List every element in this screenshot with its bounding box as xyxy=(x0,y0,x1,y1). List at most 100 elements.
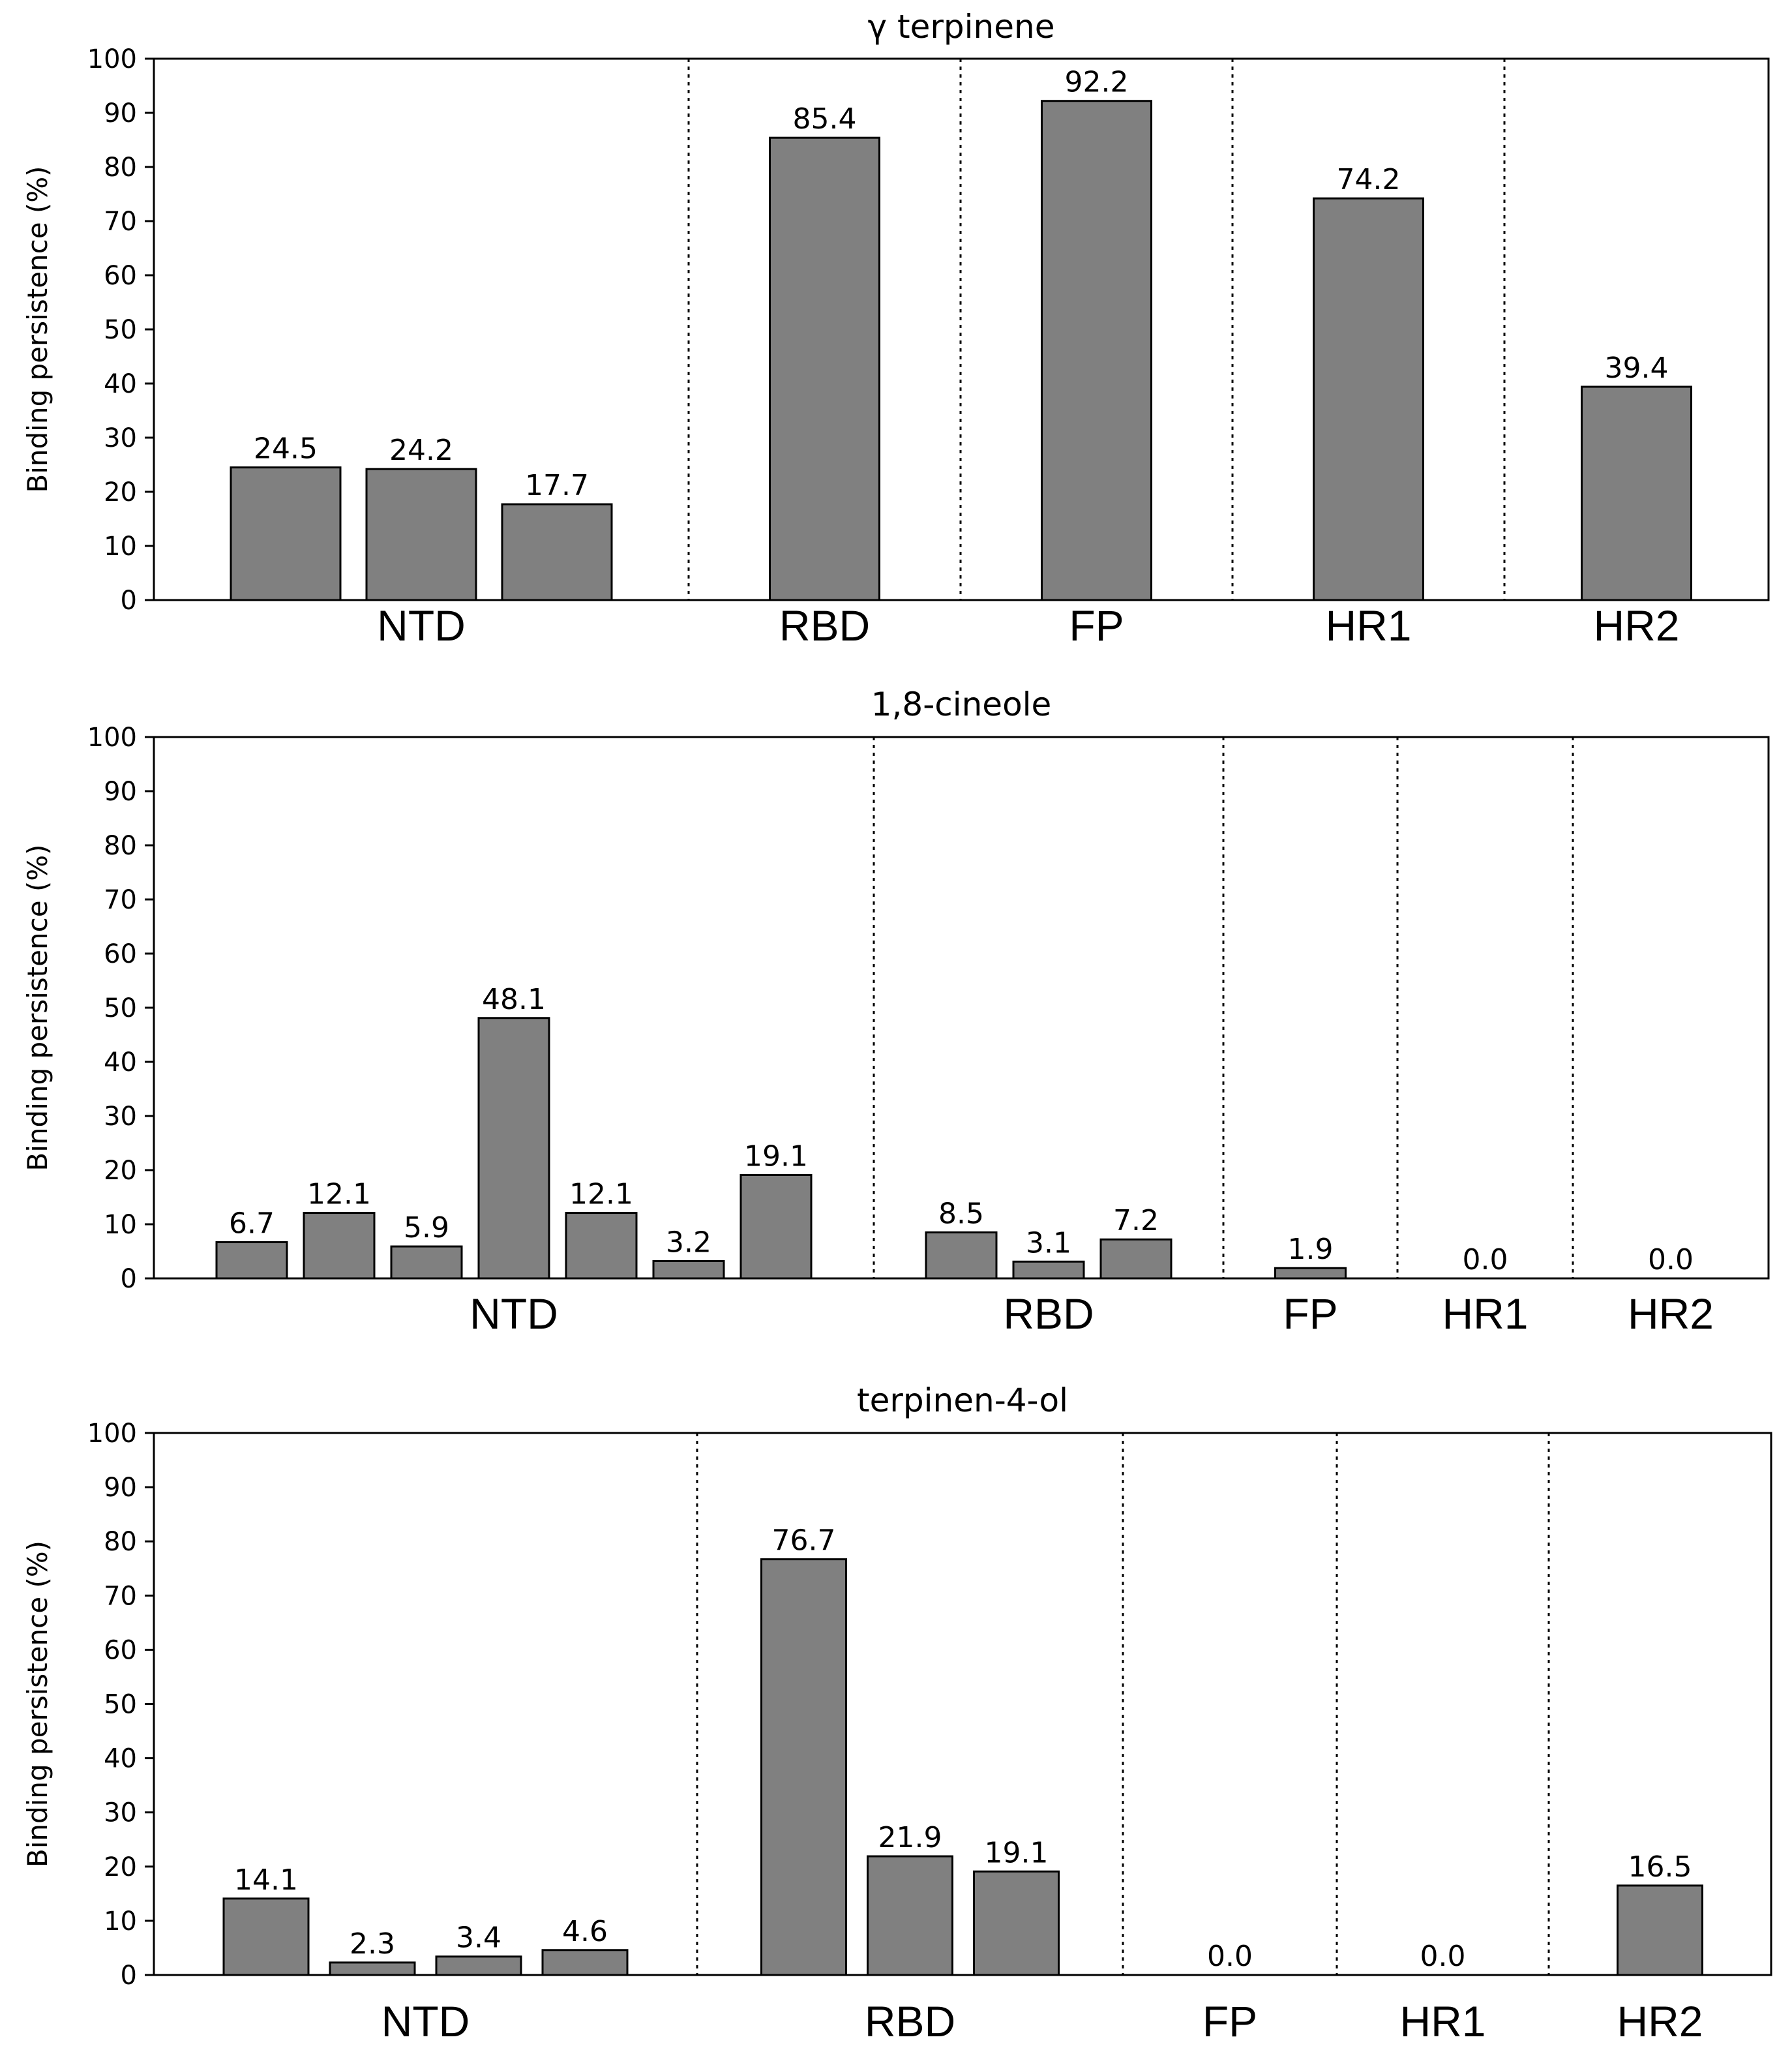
bar-value-label: 0.0 xyxy=(1463,1243,1508,1276)
x-group-label: RBD xyxy=(865,1997,955,2045)
y-tick-label: 50 xyxy=(104,315,137,345)
y-tick-label: 30 xyxy=(104,1798,137,1828)
bar-value-label: 7.2 xyxy=(1113,1204,1159,1237)
y-tick-label: 70 xyxy=(104,207,137,237)
y-tick-label: 50 xyxy=(104,1690,137,1720)
bar xyxy=(1041,100,1152,601)
y-tick-label: 0 xyxy=(121,1264,137,1294)
bar-value-label: 3.2 xyxy=(666,1226,711,1259)
bar xyxy=(867,1855,953,1976)
y-tick-label: 70 xyxy=(104,885,137,915)
bar xyxy=(1581,385,1692,601)
y-tick-label: 100 xyxy=(87,44,137,74)
bar xyxy=(769,136,880,601)
bar-value-label: 17.7 xyxy=(525,469,589,502)
y-tick-label: 20 xyxy=(104,477,137,507)
x-group-label: FP xyxy=(1069,601,1124,650)
bar xyxy=(477,1017,550,1280)
bar xyxy=(215,1241,288,1280)
bar-value-label: 1.9 xyxy=(1288,1233,1334,1266)
x-group-label: HR1 xyxy=(1442,1289,1528,1338)
bar xyxy=(1274,1267,1347,1280)
bar-value-label: 16.5 xyxy=(1628,1850,1692,1884)
x-group-label: RBD xyxy=(779,601,870,650)
y-tick-label: 80 xyxy=(104,1527,137,1557)
y-tick-label: 80 xyxy=(104,153,137,183)
plot-frame xyxy=(153,57,1770,601)
bar-value-label: 2.3 xyxy=(350,1927,395,1961)
bar-value-label: 19.1 xyxy=(985,1836,1049,1869)
bar xyxy=(760,1558,847,1976)
x-group-label: RBD xyxy=(1003,1289,1094,1338)
chart-panel-3: terpinen-4-ol 0 10 20 30 40 50 60 70 80 90 100 Bindi… xyxy=(22,1381,1772,2045)
bar xyxy=(390,1245,463,1280)
x-group-label: NTD xyxy=(470,1289,558,1338)
chart-title: terpinen-4-ol xyxy=(857,1381,1068,1419)
bar-value-label: 3.1 xyxy=(1026,1226,1071,1259)
y-tick-label: 60 xyxy=(104,939,137,969)
bar-value-label: 24.2 xyxy=(389,434,453,467)
bar-value-label: 0.0 xyxy=(1648,1243,1694,1276)
y-tick-label: 90 xyxy=(104,1473,137,1503)
chart-panel-1: γ terpinene 0 10 20 30 40 50 60 70 80 90 100 Binding… xyxy=(22,8,1770,650)
x-group-label: NTD xyxy=(381,1997,470,2045)
y-tick-label: 30 xyxy=(104,1102,137,1132)
bar-value-label: 24.5 xyxy=(254,432,318,466)
y-tick-label: 90 xyxy=(104,777,137,807)
bar xyxy=(565,1212,638,1280)
bar xyxy=(365,468,477,601)
chart-title: γ terpinene xyxy=(868,8,1055,46)
bar xyxy=(329,1961,416,1976)
y-axis-label: Binding persistence (%) xyxy=(22,166,53,492)
y-tick-label: 100 xyxy=(87,1419,137,1449)
y-tick-label: 70 xyxy=(104,1581,137,1611)
bar xyxy=(739,1173,813,1280)
bar-value-label: 4.6 xyxy=(562,1915,608,1948)
bar xyxy=(1012,1260,1085,1280)
bar-value-label: 6.7 xyxy=(229,1207,275,1240)
y-tick-label: 40 xyxy=(104,1048,137,1078)
bar xyxy=(1617,1884,1703,1976)
bar-value-label: 14.1 xyxy=(234,1863,298,1897)
y-tick-label: 60 xyxy=(104,1635,137,1665)
bar xyxy=(303,1212,376,1280)
bar-value-label: 12.1 xyxy=(569,1178,633,1211)
x-group-label: HR2 xyxy=(1617,1997,1703,2045)
y-tick-label: 40 xyxy=(104,1744,137,1774)
y-tick-label: 0 xyxy=(121,1961,137,1991)
bar xyxy=(652,1259,725,1280)
bar xyxy=(973,1870,1060,1976)
bar xyxy=(1099,1238,1172,1280)
bar xyxy=(222,1897,310,1976)
y-tick-label: 10 xyxy=(104,1210,137,1240)
y-tick-label: 80 xyxy=(104,831,137,861)
bar xyxy=(541,1949,629,1976)
bar xyxy=(435,1955,522,1976)
y-tick-label: 100 xyxy=(87,723,137,753)
bar-value-label: 0.0 xyxy=(1207,1940,1253,1973)
bar-value-label: 74.2 xyxy=(1337,163,1401,196)
bar xyxy=(230,466,342,601)
bar-value-label: 76.7 xyxy=(772,1524,836,1558)
bar-value-label: 39.4 xyxy=(1605,352,1669,385)
x-group-label: FP xyxy=(1202,1997,1257,2045)
bar-value-label: 12.1 xyxy=(307,1178,371,1211)
bar-value-label: 3.4 xyxy=(456,1922,501,1955)
y-tick-label: 60 xyxy=(104,261,137,291)
y-tick-label: 30 xyxy=(104,423,137,453)
plot-frame xyxy=(153,1432,1772,1976)
y-tick-label: 10 xyxy=(104,1907,137,1937)
bar xyxy=(1313,197,1424,601)
bar-value-label: 21.9 xyxy=(878,1821,942,1854)
bar-value-label: 5.9 xyxy=(404,1211,449,1244)
x-group-label: NTD xyxy=(377,601,466,650)
chart-panel-2: 1,8-cineole 0 10 20 30 40 50 60 70 80 90 100 Binding… xyxy=(22,686,1770,1338)
bar-value-label: 19.1 xyxy=(744,1139,808,1173)
bar-value-label: 8.5 xyxy=(938,1197,984,1230)
bar-value-label: 48.1 xyxy=(482,983,546,1016)
y-axis-label: Binding persistence (%) xyxy=(22,1541,53,1867)
chart-title: 1,8-cineole xyxy=(871,686,1052,723)
x-group-label: FP xyxy=(1283,1289,1337,1338)
